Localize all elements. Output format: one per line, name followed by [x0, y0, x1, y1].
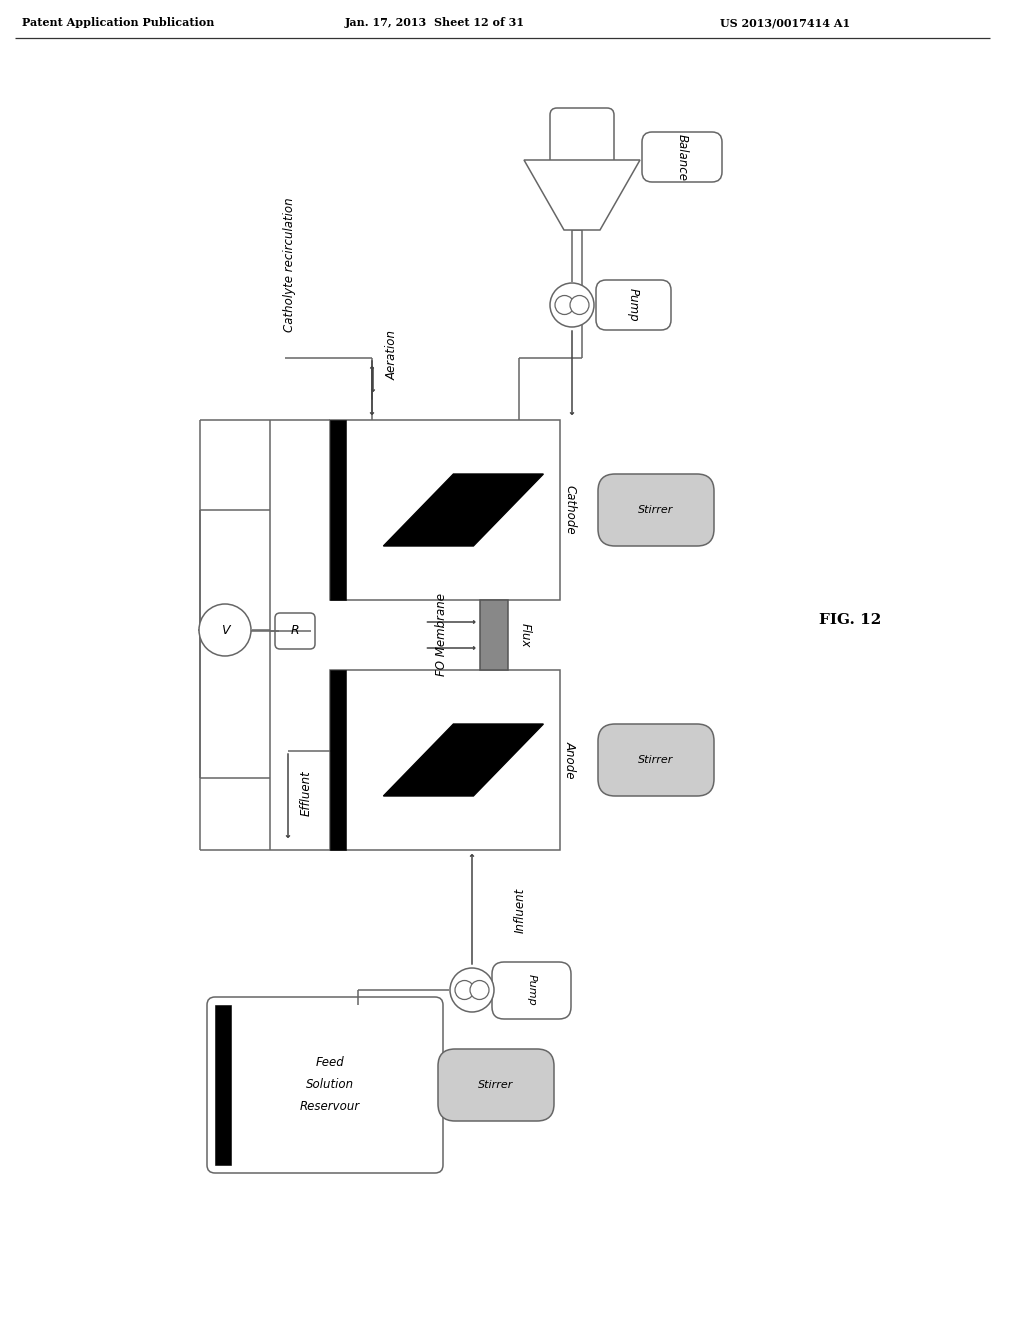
Circle shape: [470, 981, 489, 999]
Text: Influent: Influent: [513, 887, 526, 933]
Text: Balance: Balance: [676, 133, 688, 181]
FancyBboxPatch shape: [275, 612, 315, 649]
Text: Stirrer: Stirrer: [478, 1080, 514, 1090]
Text: Anode: Anode: [563, 742, 577, 779]
Bar: [330, 671, 346, 850]
FancyBboxPatch shape: [596, 280, 671, 330]
Text: Effluent: Effluent: [299, 770, 312, 816]
Circle shape: [570, 296, 589, 314]
FancyBboxPatch shape: [550, 108, 614, 168]
Circle shape: [555, 296, 574, 314]
Bar: [215, 1005, 231, 1166]
FancyBboxPatch shape: [642, 132, 722, 182]
Text: Aeration: Aeration: [385, 330, 398, 380]
FancyBboxPatch shape: [492, 962, 571, 1019]
Text: Patent Application Publication: Patent Application Publication: [22, 17, 214, 29]
Text: Solution: Solution: [306, 1078, 354, 1092]
Bar: [479, 601, 508, 671]
FancyBboxPatch shape: [207, 997, 443, 1173]
Circle shape: [199, 605, 251, 656]
Text: Pump: Pump: [627, 288, 640, 322]
Text: FO Membrane: FO Membrane: [435, 594, 449, 676]
Text: Reservour: Reservour: [300, 1101, 360, 1114]
Polygon shape: [524, 160, 640, 230]
Circle shape: [455, 981, 474, 999]
Bar: [330, 671, 560, 850]
Text: Pump: Pump: [526, 974, 537, 1006]
Polygon shape: [383, 723, 544, 796]
Text: US 2013/0017414 A1: US 2013/0017414 A1: [720, 17, 850, 29]
FancyBboxPatch shape: [598, 474, 714, 546]
Text: Jan. 17, 2013  Sheet 12 of 31: Jan. 17, 2013 Sheet 12 of 31: [345, 17, 525, 29]
Text: Stirrer: Stirrer: [638, 755, 674, 766]
Text: FIG. 12: FIG. 12: [819, 612, 881, 627]
FancyBboxPatch shape: [438, 1049, 554, 1121]
FancyBboxPatch shape: [598, 723, 714, 796]
Bar: [330, 420, 560, 601]
Polygon shape: [383, 474, 544, 546]
Text: R: R: [291, 624, 299, 638]
Text: Catholyte recirculation: Catholyte recirculation: [284, 198, 297, 333]
Text: Cathode: Cathode: [563, 486, 577, 535]
Bar: [330, 420, 346, 601]
Text: V: V: [221, 623, 229, 636]
Circle shape: [450, 968, 494, 1012]
Circle shape: [550, 282, 594, 327]
Text: Flux: Flux: [519, 623, 532, 647]
Text: Stirrer: Stirrer: [638, 506, 674, 515]
Text: Feed: Feed: [315, 1056, 344, 1069]
